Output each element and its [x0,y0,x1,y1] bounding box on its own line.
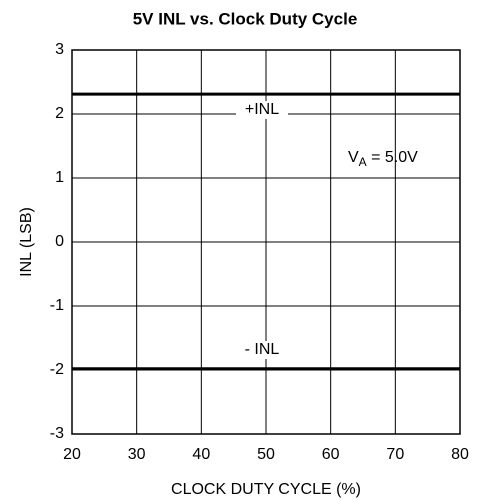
x-axis-label: CLOCK DUTY CYCLE (%) [171,481,361,498]
y-tick-label: 1 [55,169,64,186]
label-bg [236,341,288,359]
y-tick-label: -3 [50,425,64,442]
x-tick-label: 30 [128,446,146,463]
y-tick-label: -2 [50,361,64,378]
y-tick-label: 3 [55,41,64,58]
annotation-tail: = 5.0V [367,149,418,166]
x-tick-label: 70 [386,446,404,463]
series-label: +INL [245,101,279,118]
x-tick-label: 20 [63,446,81,463]
y-axis-label: INL (LSB) [18,207,35,277]
annotation-subscript: A [359,155,367,169]
chart-title: 5V INL vs. Clock Duty Cycle [133,9,358,28]
x-tick-label: 80 [451,446,469,463]
x-tick-label: 50 [257,446,275,463]
annotation: VA = 5.0V [348,149,418,169]
annotation-base: V [348,149,359,166]
series-label: - INL [245,341,280,358]
x-tick-label: 40 [192,446,210,463]
label-bg [236,101,288,119]
x-tick-label: 60 [322,446,340,463]
y-tick-label: -1 [50,297,64,314]
y-tick-label: 2 [55,105,64,122]
plot-frame [71,49,461,435]
y-tick-label: 0 [55,233,64,250]
